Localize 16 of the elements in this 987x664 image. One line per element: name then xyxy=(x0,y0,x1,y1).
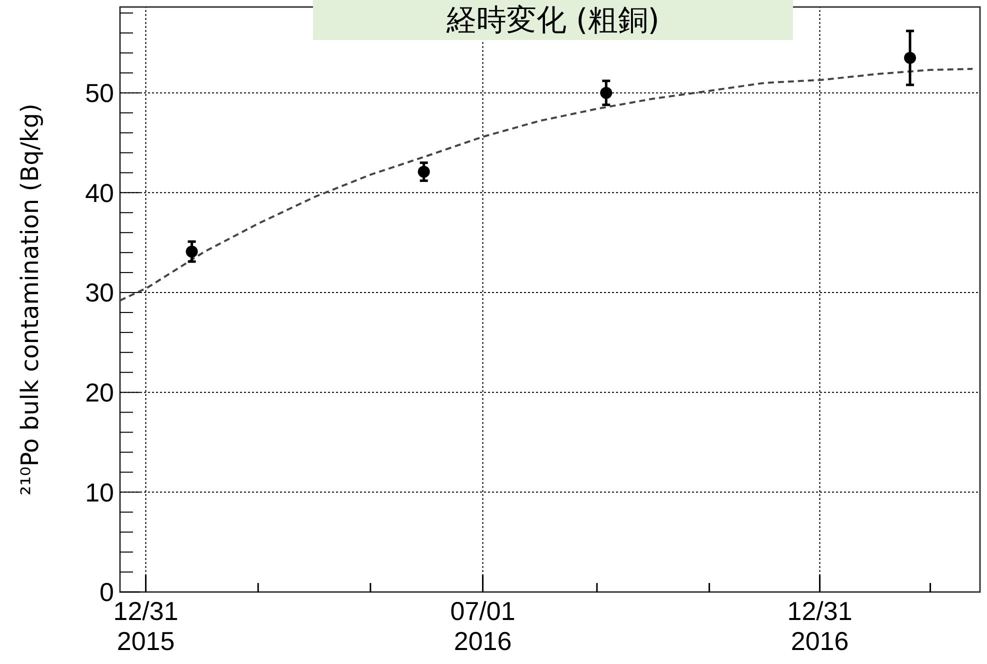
y-tick-label: 10 xyxy=(85,477,114,508)
y-tick-label: 0 xyxy=(100,577,114,608)
point xyxy=(418,166,430,178)
point xyxy=(904,52,916,64)
y-tick-label: 20 xyxy=(85,377,114,408)
point xyxy=(600,86,612,99)
x-tick-label: 12/31 2015 xyxy=(113,596,178,656)
y-tick-label: 30 xyxy=(85,278,114,308)
x-tick-label: 12/31 2016 xyxy=(787,596,852,656)
chart-title: 経時変化 (粗銅) xyxy=(446,3,660,38)
y-tick-label: 40 xyxy=(85,178,114,208)
y-axis-title: ²¹⁰Po bulk contamination (Bq/kg) xyxy=(16,104,44,496)
line-series xyxy=(120,68,974,302)
y-tick-label: 50 xyxy=(85,78,114,108)
point xyxy=(186,246,198,258)
x-tick-label: 07/01 2016 xyxy=(450,596,516,656)
